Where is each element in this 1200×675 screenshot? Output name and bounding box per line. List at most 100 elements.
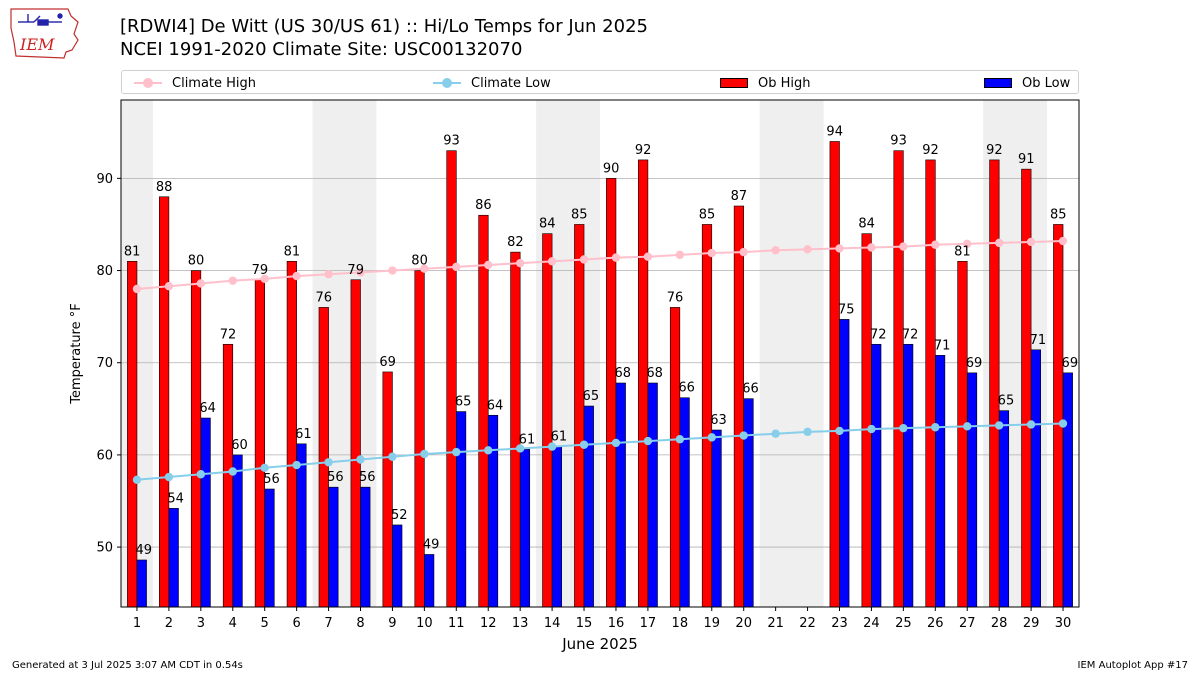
chart-title: [RDWI4] De Witt (US 30/US 61) :: Hi/Lo T… — [120, 16, 648, 37]
bar-ob-low-day-8 — [360, 486, 371, 608]
logo-text: IEM — [19, 35, 55, 54]
point-climate-low-day-23 — [835, 426, 844, 436]
x-tick-label-5: 5 — [261, 616, 269, 631]
point-climate-low-day-12 — [484, 446, 493, 455]
bar-label-ob-low-day-30: 69 — [1062, 356, 1079, 371]
bar-label-ob-high-day-20: 87 — [731, 189, 748, 204]
point-climate-low-day-30 — [1058, 419, 1068, 428]
bar-ob-high-day-5 — [254, 279, 265, 608]
x-tick-label-14: 14 — [544, 616, 561, 631]
x-tick-label-27: 27 — [959, 616, 976, 631]
x-tick-label-12: 12 — [480, 616, 497, 631]
point-climate-low-day-14 — [547, 442, 557, 451]
x-tick-label-23: 23 — [831, 616, 848, 631]
bar-ob-low-day-25 — [903, 343, 914, 608]
x-tick-label-16: 16 — [608, 616, 625, 631]
bar-ob-low-day-23 — [839, 319, 850, 608]
point-climate-low-day-10 — [420, 449, 429, 459]
bar-label-ob-high-day-13: 82 — [507, 235, 524, 250]
x-tick-label-1: 1 — [133, 616, 141, 631]
x-tick-label-2: 2 — [165, 616, 173, 631]
bar-label-ob-high-day-19: 85 — [699, 207, 716, 222]
point-climate-low-day-7 — [324, 458, 333, 467]
bar-ob-low-day-4 — [232, 454, 243, 608]
bar-label-ob-low-day-3: 64 — [199, 401, 216, 416]
bar-label-ob-low-day-5: 56 — [263, 472, 280, 487]
point-climate-low-day-19 — [707, 433, 716, 442]
x-tick-label-24: 24 — [863, 616, 880, 631]
bar-ob-low-day-19 — [711, 429, 722, 608]
legend-swatch-ob-low — [984, 78, 1012, 88]
bar-ob-low-day-10 — [424, 554, 435, 608]
bar-ob-high-day-30 — [1053, 224, 1064, 608]
bar-ob-high-day-4 — [222, 343, 234, 608]
x-tick-label-8: 8 — [356, 616, 364, 631]
point-climate-low-day-8 — [356, 455, 365, 464]
point-climate-high-day-12 — [484, 260, 493, 270]
x-tick-label-3: 3 — [197, 616, 205, 631]
point-climate-low-day-9 — [388, 452, 397, 461]
x-tick-label-4: 4 — [229, 616, 237, 631]
point-climate-low-day-20 — [739, 431, 748, 440]
y-tick-label-70: 70 — [96, 356, 113, 371]
bar-ob-high-day-14 — [542, 233, 553, 608]
bar-label-ob-high-day-10: 80 — [411, 254, 428, 269]
point-climate-high-day-21 — [771, 246, 780, 255]
bar-label-ob-low-day-7: 56 — [327, 470, 344, 485]
point-climate-low-day-15 — [579, 440, 589, 449]
bar-label-ob-low-day-12: 64 — [487, 398, 504, 413]
point-climate-high-day-20 — [739, 247, 748, 257]
point-climate-low-day-6 — [292, 460, 301, 470]
bar-label-ob-low-day-17: 68 — [646, 366, 663, 381]
point-climate-high-day-4 — [228, 276, 237, 285]
x-tick-label-6: 6 — [292, 616, 300, 631]
x-tick-label-21: 21 — [767, 616, 784, 631]
point-climate-high-day-3 — [196, 279, 206, 288]
bar-ob-low-day-7 — [328, 486, 339, 608]
bar-label-ob-low-day-29: 71 — [1030, 333, 1047, 348]
x-tick-label-15: 15 — [576, 616, 593, 631]
bar-ob-high-day-18 — [669, 307, 681, 608]
bar-label-ob-high-day-1: 81 — [124, 244, 141, 259]
x-tick-label-20: 20 — [735, 616, 752, 631]
bar-ob-low-day-26 — [934, 355, 946, 608]
legend-item-ob-high: Ob High — [720, 74, 811, 92]
bar-label-ob-high-day-11: 93 — [443, 134, 460, 149]
bar-ob-high-day-10 — [414, 270, 425, 608]
legend-label-climate-high: Climate High — [172, 75, 257, 91]
x-tick-label-22: 22 — [799, 616, 816, 631]
point-climate-low-day-28 — [994, 421, 1004, 430]
x-tick-label-30: 30 — [1055, 616, 1072, 631]
x-tick-label-29: 29 — [1023, 616, 1040, 631]
bar-ob-low-day-5 — [264, 488, 275, 608]
point-climate-low-day-22 — [803, 427, 812, 437]
point-climate-low-day-26 — [931, 423, 940, 432]
bar-ob-low-day-2 — [168, 508, 179, 608]
point-climate-high-day-1 — [132, 284, 142, 294]
point-climate-high-day-9 — [388, 266, 397, 275]
bar-ob-low-day-29 — [1030, 349, 1041, 608]
bar-ob-high-day-7 — [318, 307, 329, 608]
point-climate-high-day-7 — [324, 270, 333, 279]
bar-ob-low-day-28 — [998, 410, 1010, 608]
bar-label-ob-low-day-1: 49 — [135, 543, 152, 558]
point-climate-low-day-29 — [1026, 420, 1036, 429]
bar-label-ob-low-day-26: 71 — [934, 338, 951, 353]
bar-label-ob-high-day-25: 93 — [890, 134, 907, 149]
bar-label-ob-high-day-3: 80 — [188, 254, 205, 269]
bar-label-ob-high-day-8: 79 — [347, 263, 364, 278]
point-climate-high-day-2 — [164, 282, 174, 291]
bar-label-ob-low-day-19: 63 — [710, 413, 727, 428]
x-tick-label-13: 13 — [512, 616, 529, 631]
bar-label-ob-high-day-17: 92 — [635, 143, 652, 158]
line-climate-low — [136, 422, 1064, 481]
bar-label-ob-low-day-9: 52 — [391, 508, 408, 523]
bar-ob-high-day-8 — [350, 279, 361, 608]
bar-label-ob-low-day-25: 72 — [902, 327, 919, 342]
bar-ob-low-day-30 — [1062, 372, 1073, 608]
bar-ob-high-day-28 — [989, 159, 1000, 608]
bar-ob-low-day-11 — [455, 411, 467, 608]
bar-label-ob-high-day-5: 79 — [252, 263, 269, 278]
bar-label-ob-low-day-28: 65 — [998, 394, 1015, 409]
